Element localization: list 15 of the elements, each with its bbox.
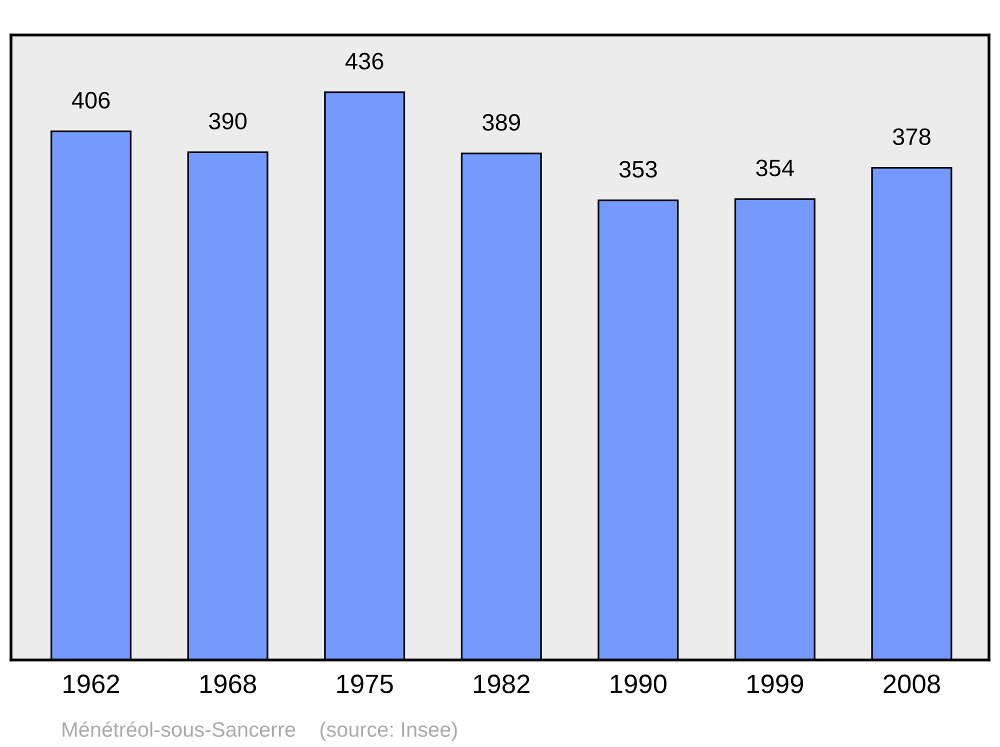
data-label: 354	[756, 160, 794, 176]
data-label: 390	[209, 112, 247, 130]
data-label: 406	[72, 92, 110, 109]
data-label: 389	[482, 114, 520, 131]
x-tick-label: 1975	[337, 674, 393, 694]
data-label: 436	[345, 52, 384, 70]
x-tick-label: 1982	[474, 674, 530, 694]
text: Ménétréol-sous-Sancerre (source: Insee)	[62, 721, 457, 742]
x-tick-label: 1962	[64, 674, 120, 694]
x-tick-label: 1999	[748, 674, 804, 694]
x-tick-label: 2008	[884, 674, 940, 694]
data-label: 353	[619, 160, 657, 178]
data-label: 378	[892, 128, 930, 146]
x-tick-label: 1990	[610, 674, 666, 694]
x-tick-label: 1968	[200, 674, 256, 694]
